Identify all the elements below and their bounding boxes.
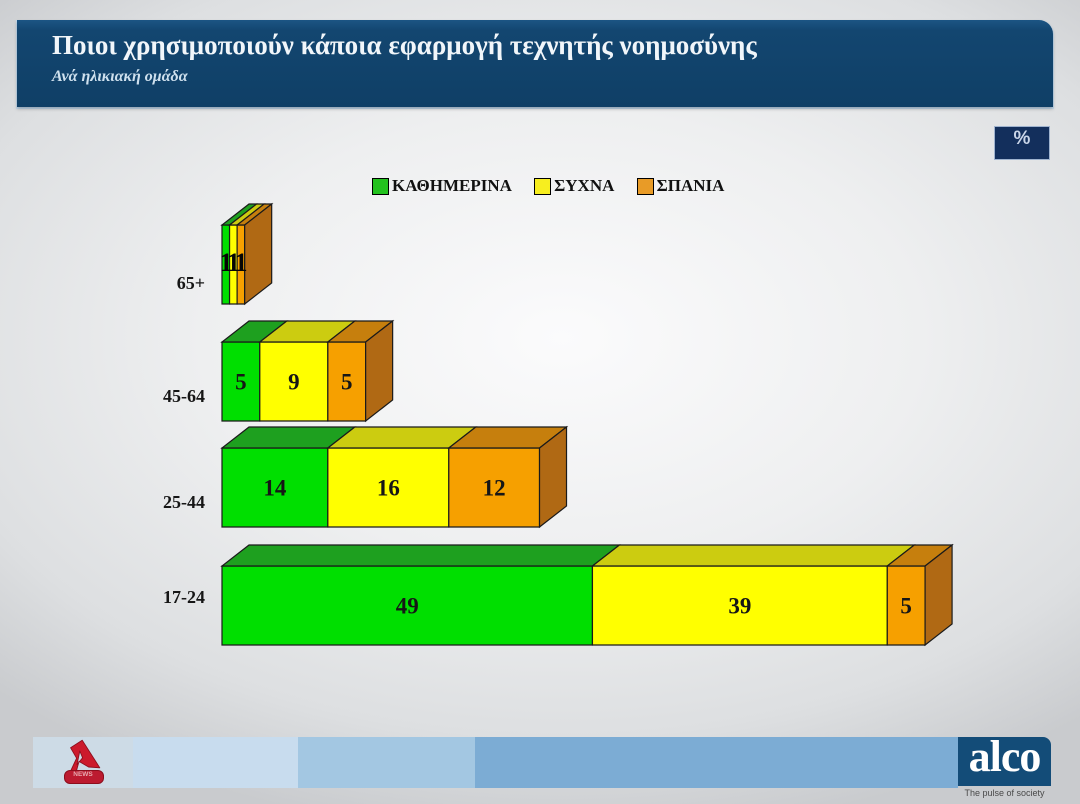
- svg-text:14: 14: [263, 476, 287, 501]
- svg-text:9: 9: [288, 370, 300, 395]
- svg-text:5: 5: [235, 370, 247, 395]
- svg-text:5: 5: [341, 370, 353, 395]
- svg-text:65+: 65+: [177, 273, 205, 293]
- svg-text:49: 49: [396, 594, 419, 619]
- svg-text:5: 5: [900, 594, 912, 619]
- svg-text:12: 12: [483, 476, 506, 501]
- svg-text:1: 1: [235, 248, 248, 277]
- svg-text:39: 39: [728, 594, 751, 619]
- svg-text:45-64: 45-64: [163, 386, 205, 406]
- svg-text:25-44: 25-44: [163, 492, 205, 512]
- svg-text:16: 16: [377, 476, 400, 501]
- svg-text:17-24: 17-24: [163, 587, 205, 607]
